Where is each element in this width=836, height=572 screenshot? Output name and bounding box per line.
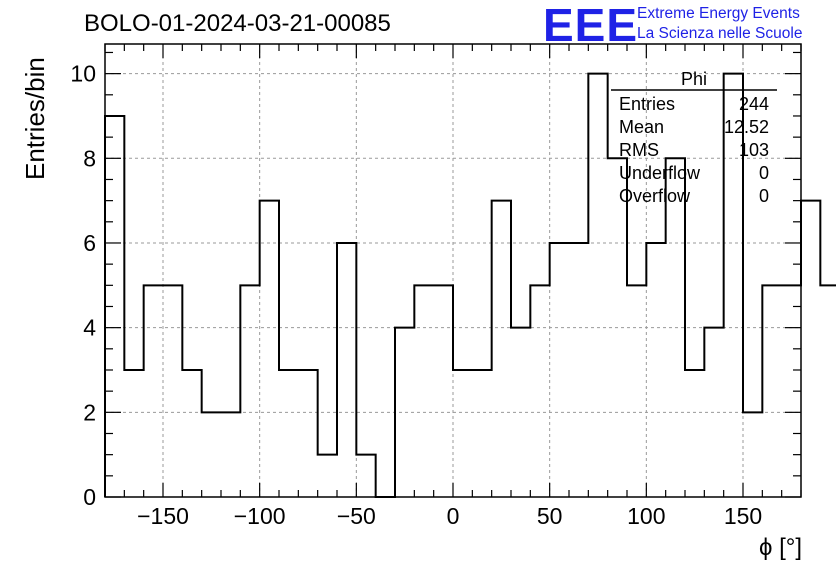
logo-line-2: La Scienza nelle Scuole (637, 25, 803, 42)
stats-row-label: RMS (619, 140, 659, 160)
y-tick-label: 0 (83, 484, 96, 510)
histogram-bin (801, 201, 820, 497)
histogram-bin (472, 370, 491, 497)
histogram-bin (724, 74, 743, 497)
chart-title: BOLO-01-2024-03-21-00085 (84, 10, 391, 37)
histogram-bin (569, 243, 588, 497)
histogram-bin (492, 201, 511, 497)
histogram-bin (666, 158, 685, 497)
histogram-bin (453, 370, 472, 497)
stats-row-label: Underflow (619, 163, 701, 183)
histogram-bin (298, 370, 317, 497)
histogram-bin (144, 285, 163, 497)
eee-logo: EEE (543, 0, 639, 51)
histogram-bin (221, 412, 240, 497)
x-tick-label: −50 (337, 503, 376, 529)
histogram-bin (782, 285, 801, 497)
histogram-outline (104, 72, 836, 498)
histogram-bin (704, 328, 723, 497)
histogram-bin (279, 370, 298, 497)
histogram-bin (337, 243, 356, 497)
logo-line-1: Extreme Energy Events (637, 5, 800, 22)
y-tick-label: 4 (83, 315, 96, 341)
histogram-bin (820, 285, 836, 497)
histogram-bin (434, 285, 453, 497)
histogram-bin (124, 370, 143, 497)
x-tick-label: 150 (724, 503, 762, 529)
y-axis-label: Entries/bin (20, 57, 50, 180)
histogram-bin (318, 455, 337, 497)
histogram-bin (530, 285, 549, 497)
stats-row-label: Mean (619, 117, 664, 137)
y-tick-label: 6 (83, 230, 96, 256)
stats-row-value: 0 (759, 186, 769, 206)
histogram-bin (608, 158, 627, 497)
stats-row-value: 12.52 (724, 117, 769, 137)
x-axis-label: ϕ [°] (758, 534, 802, 561)
histogram-bin (182, 370, 201, 497)
histogram-bin (240, 285, 259, 497)
histogram-bin (627, 285, 646, 497)
stats-row-value: 103 (739, 140, 769, 160)
x-tick-label: 0 (447, 503, 460, 529)
stats-row-label: Entries (619, 94, 675, 114)
stats-row-value: 0 (759, 163, 769, 183)
stats-row-label: Overflow (619, 186, 691, 206)
histogram-bin (260, 201, 279, 497)
histogram-bin (414, 285, 433, 497)
histogram-bin (105, 116, 124, 497)
histogram-bin (550, 243, 569, 497)
histogram-bin (356, 455, 375, 497)
x-tick-label: 100 (627, 503, 665, 529)
y-tick-label: 2 (83, 399, 96, 425)
histogram-bin (511, 328, 530, 497)
histogram-bin (762, 285, 781, 497)
x-tick-label: −100 (234, 503, 286, 529)
histogram-bin (395, 328, 414, 497)
stats-row-value: 244 (739, 94, 769, 114)
stats-name: Phi (681, 69, 707, 89)
histogram-bin (685, 370, 704, 497)
histogram-bin (202, 412, 221, 497)
x-tick-label: −150 (137, 503, 189, 529)
y-tick-label: 10 (70, 61, 96, 87)
y-tick-label: 8 (83, 145, 96, 171)
histogram-bin (743, 412, 762, 497)
histogram-bin (588, 74, 607, 497)
x-tick-label: 50 (537, 503, 563, 529)
histogram-bin (163, 285, 182, 497)
histogram-bin (646, 243, 665, 497)
